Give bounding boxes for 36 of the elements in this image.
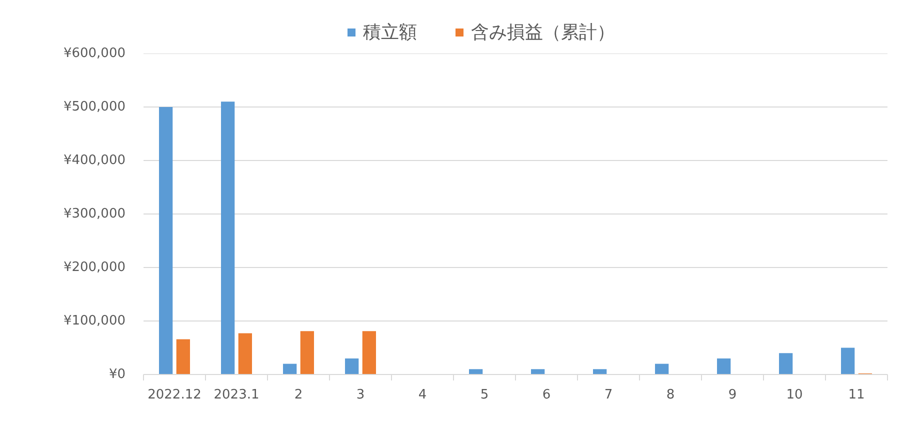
bar: [841, 348, 855, 374]
y-tick-label: ¥400,000: [63, 153, 126, 168]
x-tick-label: 11: [848, 388, 865, 402]
x-tick-label: 3: [356, 388, 365, 402]
bar: [779, 353, 793, 374]
bar: [717, 358, 731, 374]
x-tick-label: 7: [604, 388, 613, 402]
y-tick-label: ¥200,000: [63, 260, 126, 275]
y-tick-label: ¥0: [108, 367, 126, 382]
x-tick-label: 2023.1: [214, 388, 260, 402]
bar: [300, 331, 314, 374]
x-tick-label: 9: [728, 388, 737, 402]
bar: [362, 331, 376, 374]
bar: [176, 339, 190, 374]
bar: [159, 107, 173, 374]
bar: [238, 333, 252, 374]
y-tick-label: ¥600,000: [63, 46, 126, 61]
x-tick-label: 6: [542, 388, 551, 402]
bar: [531, 369, 545, 374]
bar: [283, 364, 297, 374]
bar: [593, 369, 607, 374]
legend-label: 積立額: [363, 21, 417, 44]
x-tick-label: 8: [666, 388, 675, 402]
x-tick-label: 5: [480, 388, 489, 402]
x-tick-label: 4: [418, 388, 427, 402]
bar: [345, 358, 359, 374]
bar: [221, 102, 235, 374]
bar: [469, 369, 483, 374]
y-tick-label: ¥100,000: [63, 314, 126, 328]
x-tick-label: 2: [294, 388, 303, 402]
x-tick-label: 2022.12: [148, 388, 202, 402]
x-tick-label: 10: [786, 388, 803, 402]
legend-label: 含み損益（累計）: [471, 21, 615, 44]
y-tick-label: ¥500,000: [63, 100, 126, 114]
y-tick-label: ¥300,000: [63, 206, 126, 222]
bar: [655, 364, 669, 374]
